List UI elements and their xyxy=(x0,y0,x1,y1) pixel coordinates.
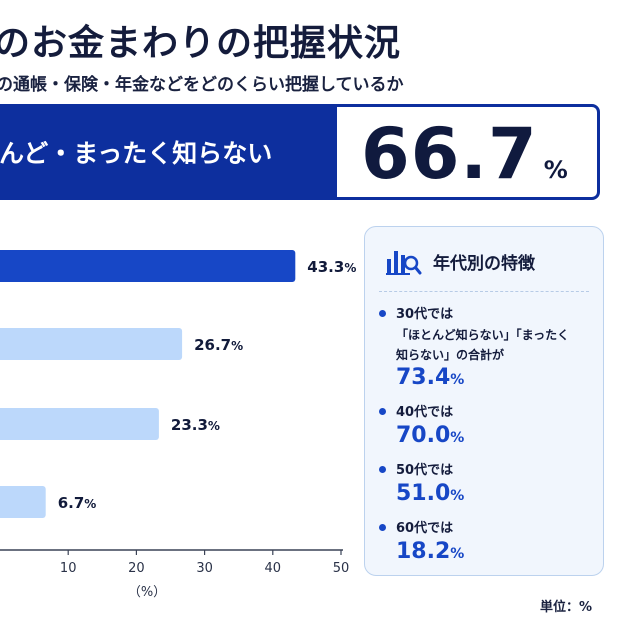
finding-value-unit: % xyxy=(450,372,465,388)
bar-value-label: 43.3% xyxy=(307,258,356,276)
page-title: のお金まわりの把握状況 xyxy=(0,23,402,64)
finding-label: 40代では xyxy=(396,405,454,420)
x-tick-label: 30 xyxy=(196,561,213,576)
finding-value-number: 18.2 xyxy=(396,539,451,564)
bullet-dot xyxy=(379,466,386,473)
finding-50s: 50代では 51.0% xyxy=(379,461,594,506)
summary-label-box: んど・まったく知らない xyxy=(0,107,337,197)
finding-value-number: 73.4 xyxy=(396,365,451,390)
bar xyxy=(0,408,159,440)
unit-note: 単位：% xyxy=(540,600,593,615)
finding-value-unit: % xyxy=(450,430,465,446)
bar xyxy=(0,328,183,360)
finding-40s: 40代では 70.0% xyxy=(379,403,594,448)
panel-divider xyxy=(379,291,589,292)
summary-value-number: 66.7 xyxy=(361,113,538,195)
finding-label: 50代では xyxy=(396,463,454,478)
bar-value-label: 23.3% xyxy=(171,416,220,434)
finding-value-unit: % xyxy=(450,546,465,562)
summary-value-unit: % xyxy=(543,156,568,184)
finding-60s: 60代では 18.2% xyxy=(379,519,594,564)
finding-value-number: 70.0 xyxy=(396,423,451,448)
bar-value-label: 26.7% xyxy=(194,336,243,354)
x-axis-label: （%） xyxy=(128,585,166,600)
summary-banner: んど・まったく知らない 66.7% xyxy=(0,104,600,200)
finding-value: 70.0% xyxy=(396,423,594,448)
summary-value: 66.7% xyxy=(361,113,568,195)
finding-detail-line: 知らない」の合計が xyxy=(396,348,505,362)
finding-value: 51.0% xyxy=(396,481,594,506)
finding-value-number: 51.0 xyxy=(396,481,451,506)
bullet-dot xyxy=(379,310,386,317)
bullet-dot xyxy=(379,408,386,415)
panel-header: 年代別の特徴 xyxy=(385,245,535,277)
finding-detail-line: 「ほとんど知らない」「まったく xyxy=(396,328,570,342)
summary-label: んど・まったく知らない xyxy=(0,139,273,168)
bullet-dot xyxy=(379,524,386,531)
x-tick-label: 50 xyxy=(333,561,350,576)
bar xyxy=(0,250,296,282)
bar xyxy=(0,486,46,518)
finding-label: 60代では xyxy=(396,521,454,536)
finding-label: 30代では xyxy=(396,307,454,322)
page-subtitle: の通帳・保険・年金などをどのくらい把握しているか xyxy=(0,75,404,95)
finding-value-unit: % xyxy=(450,488,465,504)
x-tick-label: 20 xyxy=(128,561,145,576)
finding-30s: 30代では 「ほとんど知らない」「まったく 知らない」の合計が 73.4% xyxy=(379,305,594,390)
panel-title: 年代別の特徴 xyxy=(433,253,535,274)
age-findings-panel: 年代別の特徴 30代では 「ほとんど知らない」「まったく 知らない」の合計が 7… xyxy=(364,226,604,576)
bar-chart: 43.3% 26.7% 23.3% 6.7% 10 20 30 40 50 （%） xyxy=(0,250,356,600)
finding-value: 73.4% xyxy=(396,365,594,390)
bar-value-label: 6.7% xyxy=(58,494,97,512)
finding-value: 18.2% xyxy=(396,539,594,564)
bar-chart-magnifier-icon xyxy=(386,251,422,275)
x-tick-label: 10 xyxy=(60,561,77,576)
x-tick-label: 40 xyxy=(265,561,282,576)
